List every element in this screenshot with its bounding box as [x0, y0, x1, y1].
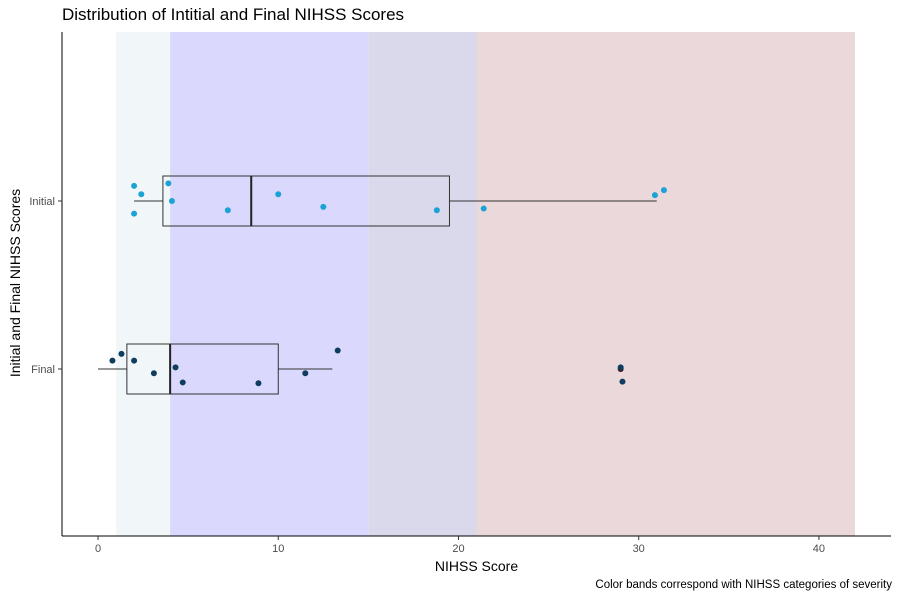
final-point-10 [617, 364, 624, 371]
final-point-1 [109, 357, 116, 364]
initial-point-12 [660, 187, 667, 194]
initial-point-6 [224, 207, 231, 214]
y-axis-title: Initial and Final NIHSS Scores [7, 189, 23, 377]
final-box [126, 343, 279, 395]
final-point-7 [255, 380, 262, 387]
final-point-4 [150, 370, 157, 377]
initial-box [162, 175, 450, 227]
x-tick-label: 40 [813, 543, 825, 555]
initial-point-8 [320, 203, 327, 210]
x-axis-title: NIHSS Score [435, 558, 518, 574]
initial-point-2 [138, 191, 145, 198]
final-point-2 [118, 350, 125, 357]
final-point-9 [334, 347, 341, 354]
x-tick-label: 30 [633, 543, 645, 555]
x-tick-label: 20 [452, 543, 464, 555]
x-tick-label: 10 [272, 543, 284, 555]
x-tick-label: 0 [95, 543, 101, 555]
final-point-3 [131, 357, 138, 364]
chart-title: Distribution of Intitial and Final NIHSS… [62, 5, 405, 24]
initial-point-4 [165, 180, 172, 187]
initial-point-1 [131, 182, 138, 189]
y-tick-label: Initial [29, 196, 55, 208]
severity-band-3 [368, 32, 477, 536]
initial-point-9 [433, 207, 440, 214]
initial-point-7 [275, 191, 282, 198]
initial-point-10 [480, 205, 487, 212]
y-tick-label: Final [31, 364, 55, 376]
final-point-8 [302, 370, 309, 377]
initial-point-11 [651, 192, 658, 199]
final-point-6 [179, 379, 186, 386]
severity-band-2 [170, 32, 369, 536]
final-point-5 [172, 364, 179, 371]
final-point-11 [619, 378, 626, 385]
severity-band-4 [476, 32, 855, 536]
severity-band-1 [116, 32, 171, 536]
initial-point-5 [168, 198, 175, 204]
initial-point-3 [131, 210, 138, 217]
chart-caption: Color bands correspond with NIHSS catego… [595, 579, 892, 591]
